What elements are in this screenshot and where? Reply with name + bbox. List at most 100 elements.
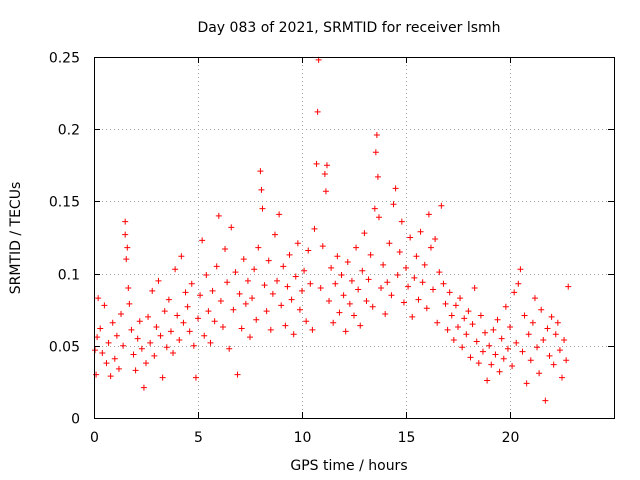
data-point [544,325,551,332]
data-point [207,339,214,346]
tick-labels: 0 5 10 15 20 0 0.05 0.1 0.15 0.2 0.25 [49,51,520,447]
data-point [115,365,122,372]
data-point [322,188,329,195]
data-point [367,251,374,258]
data-point [527,357,534,364]
data-point [348,277,355,284]
y-axis-label: SRMTID / TECUs [8,182,24,295]
data-point [411,274,418,281]
data-point [163,344,170,351]
data-point [319,243,326,250]
data-point [502,303,509,310]
data-point [351,312,357,319]
data-point [311,225,318,232]
data-point [363,298,370,305]
data-point [111,355,118,362]
data-point [380,261,387,268]
data-point [182,289,189,296]
data-point [378,285,385,292]
data-point [307,280,314,287]
data-point [176,337,183,344]
data-point [521,312,528,319]
x-tick-label: 15 [398,430,416,446]
data-point [359,267,366,274]
plot-frame [94,57,615,419]
data-point [372,149,379,156]
data-point [446,289,453,296]
data-point [540,337,547,344]
data-point [511,289,518,296]
data-point [161,308,168,315]
data-point [525,331,532,338]
data-point [542,397,549,404]
data-point [353,244,360,251]
data-point [361,230,368,237]
data-point [486,342,493,349]
data-point [484,377,491,384]
data-point [263,308,270,315]
data-point [469,321,476,328]
data-point [328,264,335,271]
data-point [517,266,524,273]
data-point [467,354,474,361]
data-point [475,360,482,367]
data-point [165,296,172,303]
data-point [425,211,432,218]
data-point [375,214,382,221]
data-point [561,337,568,344]
data-point [290,331,297,338]
data-point [203,272,210,279]
x-tick-label: 5 [194,430,203,446]
x-tick-label: 10 [294,430,312,446]
data-point [394,272,401,279]
data-point [199,237,206,244]
data-point [247,334,253,341]
data-point [344,259,351,266]
data-point [125,285,132,292]
data-point [392,185,399,192]
data-point [101,302,108,309]
data-point [249,295,256,302]
data-point [122,231,129,238]
data-point [280,263,287,270]
x-tick-label: 20 [502,430,520,446]
data-point [94,334,101,341]
data-point [271,231,278,238]
data-point [403,264,409,271]
data-point [473,338,480,345]
data-point [192,374,199,381]
data-point [138,345,145,352]
data-point [255,244,262,251]
data-point [284,283,291,290]
data-point [490,326,497,333]
data-point [374,173,381,180]
data-point [373,131,380,138]
data-point [330,319,337,326]
data-point [559,374,565,381]
data-point [552,331,559,338]
data-point [124,244,131,251]
data-point [242,300,249,307]
data-point [288,296,295,303]
data-point [498,335,505,342]
data-point [99,350,106,357]
data-point [548,313,555,320]
y-tick-label: 0.25 [49,51,80,67]
data-point [313,160,320,167]
data-point [334,253,341,260]
data-point [500,355,507,362]
data-point [303,318,310,325]
data-point [523,380,530,387]
data-point [421,261,428,268]
data-point [461,315,468,322]
x-tick-label: 0 [90,430,99,446]
data-point [140,384,147,391]
data-points [92,56,572,404]
data-point [149,287,156,294]
data-point [120,342,127,349]
data-point [365,276,372,283]
data-point [504,345,511,352]
data-point [143,360,149,367]
data-point [409,313,416,320]
y-tick-label: 0.15 [49,195,80,211]
